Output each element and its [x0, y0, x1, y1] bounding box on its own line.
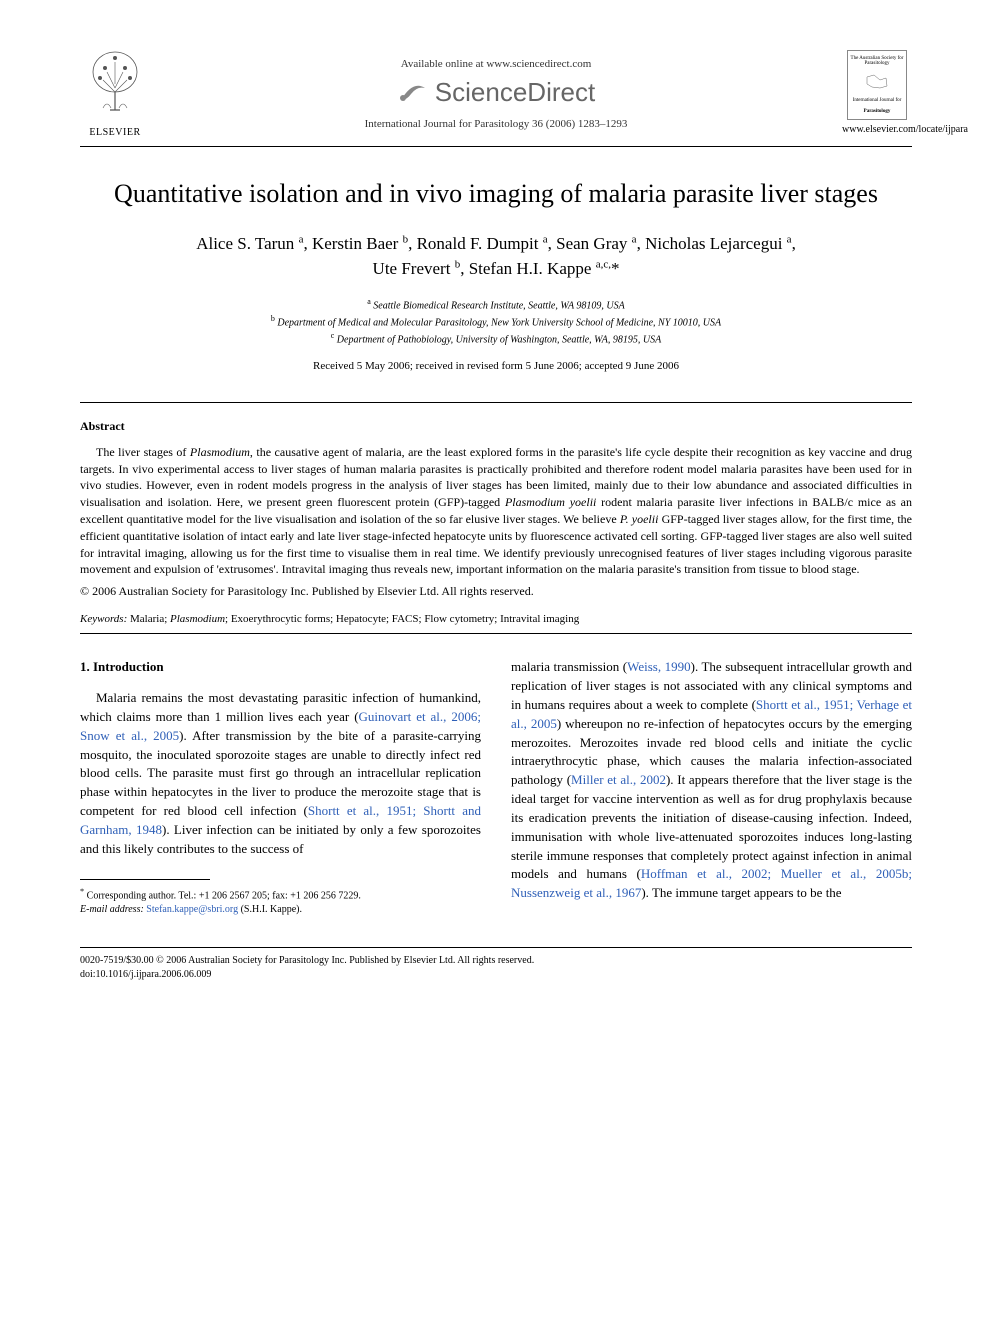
abstract-text: The liver stages of Plasmodium, the caus… [80, 444, 912, 578]
right-column: malaria transmission (Weiss, 1990). The … [511, 658, 912, 917]
keywords-label: Keywords: [80, 613, 127, 625]
authors-line-2: Ute Frevert b, Stefan H.I. Kappe a,c,* [373, 259, 620, 278]
center-header: Available online at www.sciencedirect.co… [150, 50, 842, 130]
intro-paragraph-left: Malaria remains the most devastating par… [80, 689, 481, 859]
society-map-icon [862, 72, 892, 92]
elsevier-logo: ELSEVIER [80, 50, 150, 138]
left-column: 1. Introduction Malaria remains the most… [80, 658, 481, 917]
available-online-text: Available online at www.sciencedirect.co… [150, 58, 842, 70]
affiliation-c: c Department of Pathobiology, University… [80, 330, 912, 347]
abstract-heading: Abstract [80, 419, 912, 434]
article-title: Quantitative isolation and in vivo imagi… [80, 177, 912, 211]
footer-divider [80, 947, 912, 948]
sciencedirect-text: ScienceDirect [435, 77, 595, 108]
corresponding-author-footnote: * Corresponding author. Tel.: +1 206 256… [80, 886, 481, 917]
society-top-text: The Australian Society for Parasitology [850, 56, 904, 66]
email-author-name: (S.H.I. Kappe). [238, 904, 302, 915]
footer-copyright: 0020-7519/$30.00 © 2006 Australian Socie… [80, 954, 912, 968]
society-logo: The Australian Society for Parasitology … [842, 50, 912, 135]
abstract-copyright: © 2006 Australian Society for Parasitolo… [80, 584, 912, 599]
citation-link[interactable]: Miller et al., 2002 [571, 772, 666, 787]
page-footer: 0020-7519/$30.00 © 2006 Australian Socie… [80, 947, 912, 982]
abstract-bottom-divider [80, 633, 912, 634]
affiliations-block: a Seattle Biomedical Research Institute,… [80, 296, 912, 348]
header-divider [80, 146, 912, 147]
header-row: ELSEVIER Available online at www.science… [80, 50, 912, 138]
authors-block: Alice S. Tarun a, Kerstin Baer b, Ronald… [80, 231, 912, 282]
society-bot-text: Parasitology [864, 109, 891, 114]
society-mid-text: International Journal for [853, 98, 902, 103]
abstract-top-divider [80, 402, 912, 403]
authors-line-1: Alice S. Tarun a, Kerstin Baer b, Ronald… [196, 234, 796, 253]
introduction-heading: 1. Introduction [80, 658, 481, 677]
affiliation-a: a Seattle Biomedical Research Institute,… [80, 296, 912, 313]
sciencedirect-logo: ScienceDirect [150, 76, 842, 108]
footnote-divider [80, 879, 210, 880]
journal-url: www.elsevier.com/locate/ijpara [842, 124, 912, 135]
sciencedirect-swoosh-icon [397, 76, 429, 108]
page-container: ELSEVIER Available online at www.science… [0, 0, 992, 1022]
footer-doi: doi:10.1016/j.ijpara.2006.06.009 [80, 968, 912, 982]
keywords-line: Keywords: Malaria; Plasmodium; Exoerythr… [80, 613, 912, 625]
citation-link[interactable]: Weiss, 1990 [627, 659, 691, 674]
elsevier-text: ELSEVIER [80, 127, 150, 138]
article-dates: Received 5 May 2006; received in revised… [80, 360, 912, 372]
body-columns: 1. Introduction Malaria remains the most… [80, 658, 912, 917]
society-logo-box: The Australian Society for Parasitology … [847, 50, 907, 120]
email-label: E-mail address: [80, 904, 144, 915]
journal-citation: International Journal for Parasitology 3… [150, 118, 842, 130]
intro-paragraph-right: malaria transmission (Weiss, 1990). The … [511, 658, 912, 903]
affiliation-b: b Department of Medical and Molecular Pa… [80, 313, 912, 330]
elsevier-tree-icon [85, 50, 145, 120]
keywords-text: Malaria; Plasmodium; Exoerythrocytic for… [127, 613, 579, 625]
email-link[interactable]: Stefan.kappe@sbri.org [146, 904, 238, 915]
